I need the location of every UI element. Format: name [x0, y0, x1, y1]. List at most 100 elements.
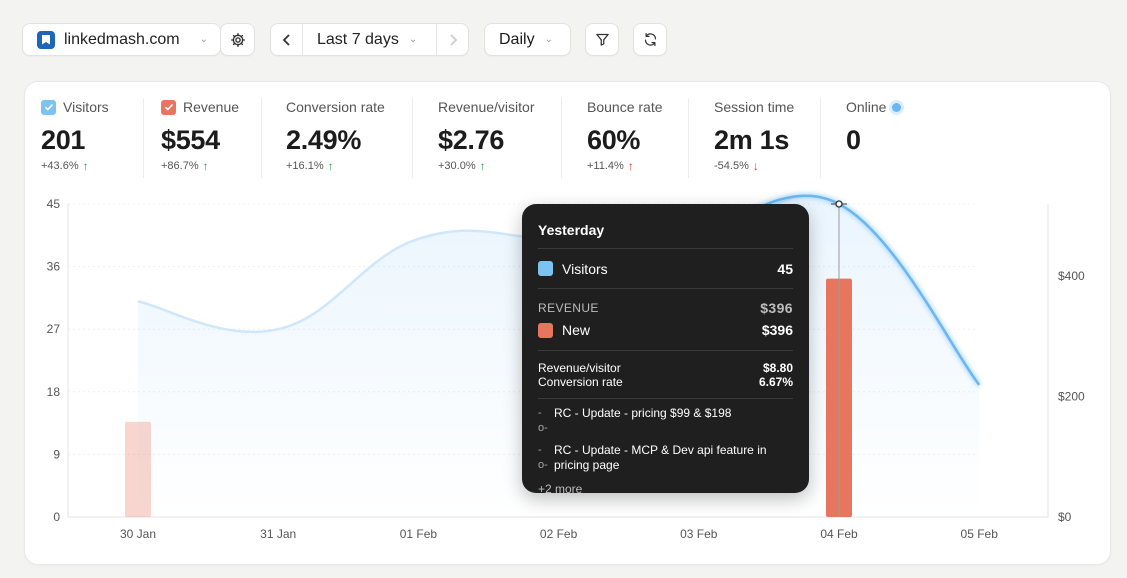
- metric-revenue-per-visitor[interactable]: Revenue/visitor $2.76 +30.0% ↑: [412, 98, 561, 178]
- metric-label: Conversion rate: [286, 99, 385, 115]
- tooltip-visitors-label: Visitors: [562, 260, 608, 277]
- tooltip-cr-row: Conversion rate 6.67%: [538, 375, 793, 389]
- granularity-selector[interactable]: Daily ⌄: [484, 23, 571, 56]
- tooltip-cr-label: Conversion rate: [538, 375, 623, 389]
- y2-tick-label: $400: [1058, 269, 1085, 283]
- metric-label: Session time: [714, 99, 795, 115]
- metric-value: 201: [41, 125, 86, 155]
- chevron-right-icon: [449, 33, 457, 46]
- refresh-icon: [644, 32, 656, 47]
- arrow-up-icon: ↑: [82, 159, 89, 173]
- chevron-down-icon: ⌄: [544, 34, 553, 45]
- tooltip-new-value: $396: [761, 322, 793, 338]
- tooltip-annotation: -o- RC - Update - pricing $99 & $198: [538, 406, 793, 436]
- chevron-left-icon: [282, 33, 290, 46]
- date-range-selector[interactable]: Last 7 days ⌄: [303, 24, 436, 55]
- metric-value: 2.49%: [286, 125, 362, 155]
- metric-delta: +16.1%: [286, 160, 324, 172]
- next-period-button[interactable]: [436, 24, 468, 55]
- tooltip-revenue-value: $396: [760, 300, 793, 316]
- metric-delta: -54.5%: [714, 160, 749, 172]
- annotation-marker-icon: -o-: [538, 444, 548, 471]
- metric-visitors[interactable]: Visitors 201 +43.6% ↑: [41, 98, 143, 178]
- metric-value: $2.76: [438, 125, 505, 155]
- tooltip-title: Yesterday: [538, 204, 793, 249]
- metric-delta: +30.0%: [438, 160, 476, 172]
- metric-label: Visitors: [63, 99, 109, 115]
- tooltip-visitors-row: Visitors 45: [538, 249, 793, 289]
- chevron-down-icon: ⌄: [199, 34, 208, 45]
- metric-bounce-rate[interactable]: Bounce rate 60% +11.4% ↑: [561, 98, 688, 178]
- metric-value: 60%: [587, 125, 641, 155]
- x-tick-label: 03 Feb: [680, 527, 718, 541]
- arrow-up-icon: ↑: [202, 159, 209, 173]
- metric-conversion-rate[interactable]: Conversion rate 2.49% +16.1% ↑: [261, 98, 412, 178]
- tooltip-more-annotations[interactable]: +2 more: [538, 482, 583, 496]
- site-selector[interactable]: linkedmash.com ⌄: [22, 23, 221, 56]
- metric-label: Revenue/visitor: [438, 99, 535, 115]
- revenue-bar: [125, 421, 151, 517]
- annotation-text: RC - Update - pricing $99 & $198: [554, 406, 732, 420]
- tooltip-annotation: -o- RC - Update - MCP & Dev api feature …: [538, 443, 793, 473]
- site-settings-button[interactable]: [220, 23, 255, 56]
- y-tick-label: 18: [47, 385, 61, 399]
- filter-button[interactable]: [585, 23, 619, 56]
- arrow-up-icon: ↑: [327, 159, 334, 173]
- y-tick-label: 45: [47, 197, 61, 211]
- x-tick-label: 30 Jan: [120, 527, 156, 541]
- metric-label: Bounce rate: [587, 99, 663, 115]
- x-tick-label: 04 Feb: [820, 527, 858, 541]
- annotation-text: RC - Update - MCP & Dev api feature in p…: [554, 443, 767, 472]
- arrow-down-icon: ↓: [752, 159, 759, 173]
- gear-icon: [230, 32, 245, 47]
- metric-delta: +11.4%: [587, 160, 624, 172]
- chart-tooltip: Yesterday Visitors 45 REVENUE $396 New $…: [522, 204, 809, 496]
- metric-value: 2m 1s: [714, 125, 790, 155]
- tooltip-rpv-value: $8.80: [762, 361, 793, 375]
- y2-tick-label: $200: [1058, 390, 1085, 404]
- data-point: [835, 200, 843, 208]
- tooltip-revenue-header: REVENUE $396: [538, 300, 793, 316]
- metric-value: $554: [161, 125, 220, 155]
- x-tick-label: 31 Jan: [260, 527, 296, 541]
- date-range-group: Last 7 days ⌄: [270, 23, 469, 56]
- online-status-icon: [892, 102, 902, 112]
- date-range-label: Last 7 days: [317, 30, 399, 48]
- tooltip-new-label: New: [562, 322, 591, 338]
- checkbox-icon[interactable]: [41, 99, 56, 115]
- site-name: linkedmash.com: [64, 30, 180, 48]
- tooltip-cr-value: 6.67%: [758, 375, 793, 389]
- tooltip-stats: Revenue/visitor $8.80 Conversion rate 6.…: [538, 351, 793, 399]
- granularity-label: Daily: [499, 30, 535, 48]
- annotation-marker-icon: -o-: [538, 407, 548, 434]
- filter-icon: [595, 33, 609, 46]
- arrow-up-icon: ↑: [627, 159, 634, 173]
- x-tick-label: 05 Feb: [961, 527, 999, 541]
- y-tick-label: 36: [47, 260, 61, 274]
- metric-value: 0: [846, 125, 861, 155]
- revenue-swatch-icon: [538, 322, 553, 338]
- visitors-swatch-icon: [538, 261, 553, 276]
- prev-period-button[interactable]: [271, 24, 303, 55]
- metric-session-time[interactable]: Session time 2m 1s -54.5% ↓: [688, 98, 820, 178]
- site-logo-icon: [37, 30, 55, 49]
- refresh-button[interactable]: [633, 23, 667, 56]
- checkbox-icon[interactable]: [161, 99, 176, 115]
- metric-delta: +43.6%: [41, 160, 79, 172]
- tooltip-rpv-row: Revenue/visitor $8.80: [538, 361, 793, 375]
- metric-online[interactable]: Online 0: [820, 98, 930, 178]
- tooltip-new-revenue-row: New $396: [538, 322, 793, 351]
- metric-delta: +86.7%: [161, 160, 199, 172]
- tooltip-visitors-value: 45: [777, 260, 793, 277]
- metric-label: Online: [846, 99, 887, 115]
- tooltip-rpv-label: Revenue/visitor: [538, 361, 621, 375]
- y-tick-label: 27: [47, 322, 61, 336]
- y2-tick-label: $0: [1058, 510, 1072, 524]
- metric-label: Revenue: [183, 99, 240, 115]
- tooltip-revenue-label: REVENUE: [538, 301, 599, 315]
- y-tick-label: 0: [53, 510, 60, 524]
- x-tick-label: 02 Feb: [540, 527, 578, 541]
- arrow-up-icon: ↑: [479, 159, 486, 173]
- y-tick-label: 9: [53, 447, 60, 461]
- metric-revenue[interactable]: Revenue $554 +86.7% ↑: [143, 98, 261, 178]
